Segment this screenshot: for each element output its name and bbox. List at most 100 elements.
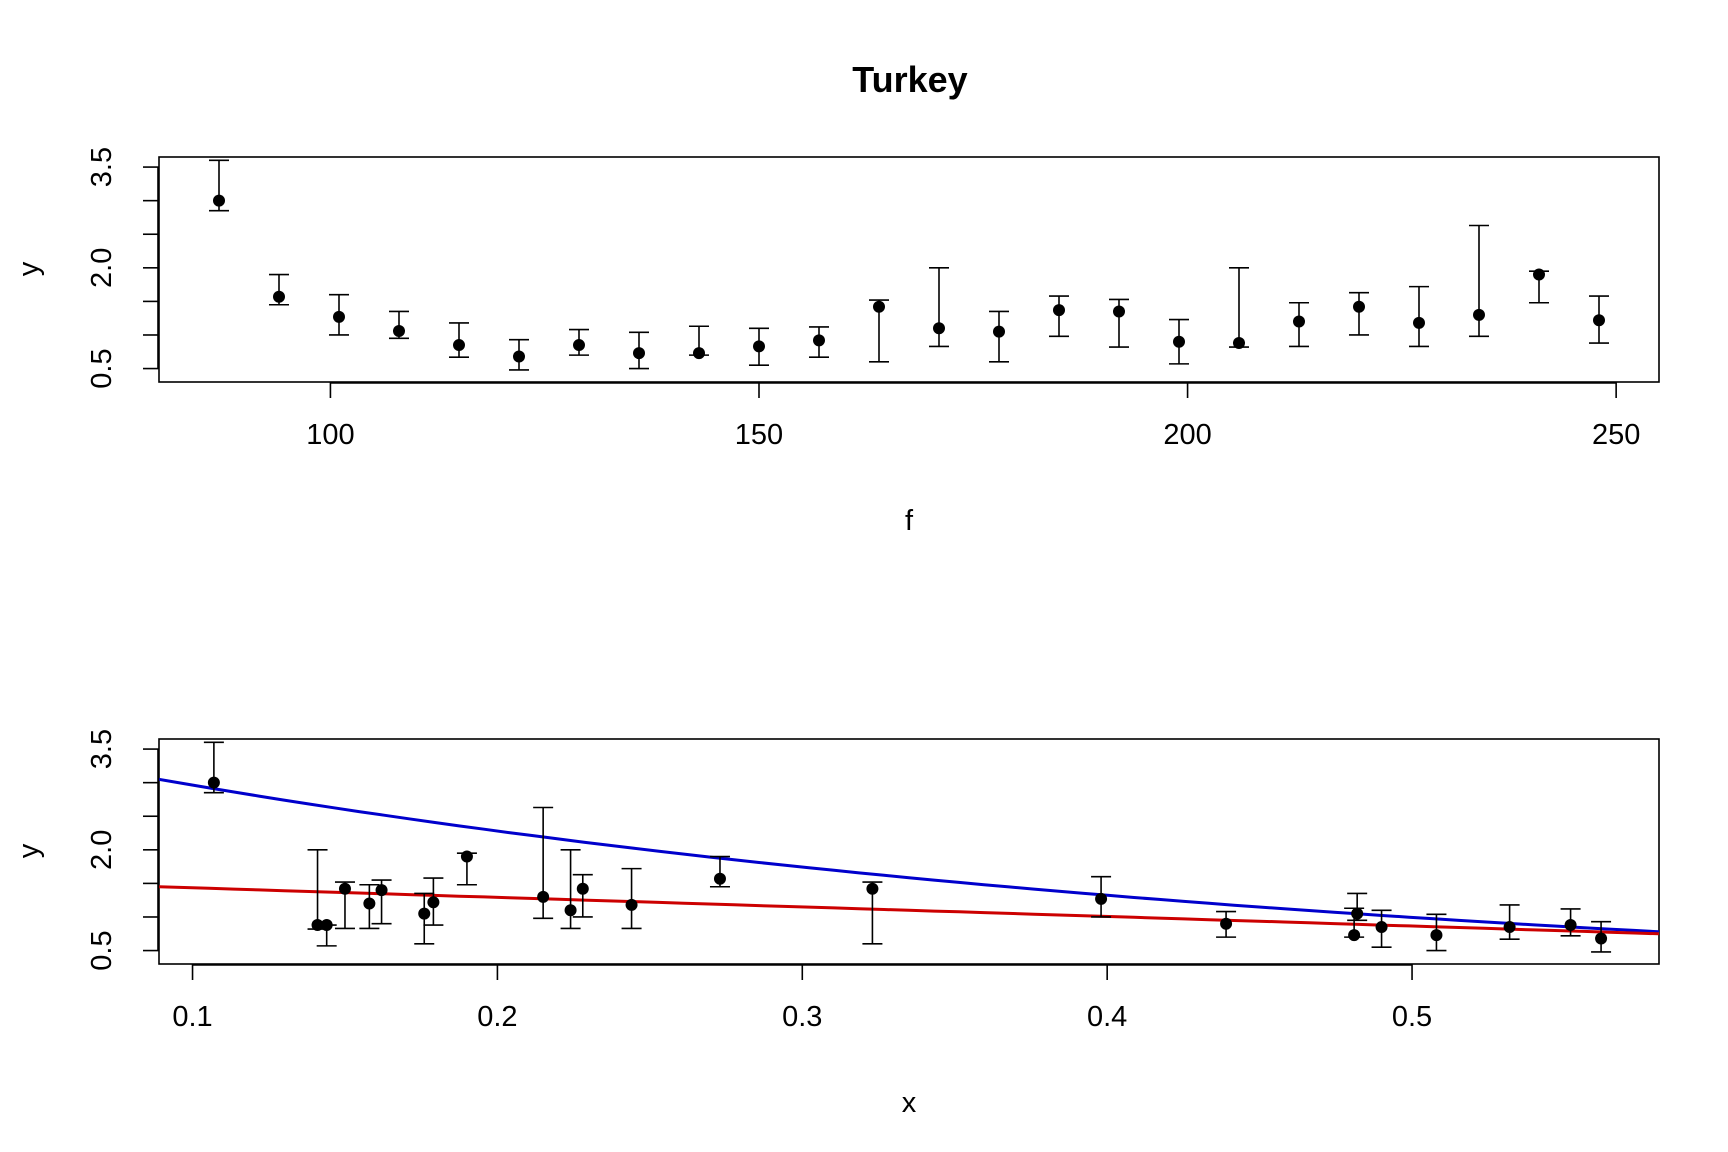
point-marker (513, 350, 525, 363)
axes-top: 100 150 200 250 0.5 2.0 3.5 (86, 147, 1640, 451)
point-marker (1220, 917, 1233, 930)
data-point-bottom (414, 892, 435, 945)
data-point-bottom (1371, 909, 1392, 949)
data-point-bottom (316, 919, 337, 947)
point-marker (1351, 907, 1364, 920)
data-point-top (509, 338, 529, 371)
point-marker (693, 347, 705, 360)
data-point-bottom (560, 849, 581, 930)
x-tick-label-top: 250 (1592, 419, 1640, 451)
x-tick-label-bottom: 0.3 (782, 1001, 822, 1033)
y-tick-label-bottom: 0.5 (86, 930, 118, 970)
data-point-top (269, 273, 289, 306)
x-tick-label-bottom: 0.1 (172, 1001, 212, 1033)
point-marker (1564, 919, 1577, 932)
point-marker (1503, 921, 1516, 934)
x-tick-label-top: 150 (735, 419, 783, 451)
data-point-top (1349, 291, 1369, 336)
data-point-top (869, 299, 889, 363)
x-tick-label-bottom: 0.5 (1392, 1001, 1432, 1033)
y-axis-label-top: y (13, 261, 45, 276)
chart-title: Turkey (852, 59, 967, 100)
data-point-bottom (533, 806, 554, 920)
point-marker (453, 339, 465, 352)
point-marker (1095, 892, 1108, 905)
point-marker (1430, 929, 1443, 942)
x-axis-label-bottom: x (902, 1087, 917, 1119)
x-tick-label-top: 200 (1163, 419, 1211, 451)
red-fit-curve (159, 885, 1659, 936)
point-marker (1233, 337, 1245, 350)
point-marker (393, 324, 405, 337)
data-point-top (689, 325, 709, 360)
data-point-top (749, 327, 769, 367)
data-point-bottom (359, 883, 380, 930)
data-point-top (209, 159, 229, 212)
point-marker (427, 896, 440, 909)
data-point-top (449, 322, 469, 358)
data-point-bottom (1499, 904, 1520, 940)
data-point-top (1469, 224, 1489, 338)
point-marker (1113, 305, 1125, 318)
point-marker (418, 907, 431, 920)
panel-bottom: 0.1 0.2 0.3 0.4 0.5 0.5 2.0 3.5 x y (13, 729, 1660, 1119)
data-point-bottom (1216, 910, 1237, 938)
data-point-bottom (1344, 907, 1365, 942)
point-marker (1533, 268, 1545, 281)
y-tick-label-bottom: 3.5 (86, 729, 118, 769)
point-marker (1593, 314, 1605, 327)
plot-frame-bottom (158, 738, 1660, 965)
point-marker (1173, 335, 1185, 348)
data-point-top (1109, 298, 1129, 348)
data-point-top (1289, 301, 1309, 348)
y-tick-label-top: 3.5 (86, 147, 118, 187)
x-tick-label-bottom: 0.2 (477, 1001, 517, 1033)
data-point-bottom (1426, 913, 1447, 952)
point-marker (213, 194, 225, 207)
data-point-top (809, 326, 829, 358)
data-point-bottom (334, 881, 355, 930)
data-point-bottom (709, 855, 730, 888)
data-point-top (389, 310, 409, 340)
point-marker (933, 322, 945, 335)
point-marker (320, 919, 333, 932)
data-point-bottom (621, 867, 642, 930)
curves-bottom (159, 777, 1659, 936)
point-marker (460, 850, 473, 863)
data-point-top (1589, 295, 1609, 344)
point-marker (564, 904, 577, 917)
point-marker (1473, 308, 1485, 321)
point-marker (576, 882, 589, 895)
data-point-top (1049, 295, 1069, 338)
data-point-bottom (862, 881, 883, 945)
point-marker (1353, 300, 1365, 313)
x-axis-label-top: f (905, 505, 914, 537)
plot-frame-top (158, 156, 1660, 383)
point-marker (363, 897, 376, 910)
point-marker (813, 334, 825, 347)
point-marker (1595, 932, 1608, 945)
data-point-top (1169, 318, 1189, 365)
data-point-top (989, 310, 1009, 363)
point-marker (993, 325, 1005, 338)
y-tick-label-bottom: 2.0 (86, 830, 118, 870)
data-point-bottom (572, 873, 593, 918)
data-point-bottom (1591, 920, 1612, 953)
data-point-top (1529, 268, 1549, 304)
data-point-top (929, 267, 949, 348)
y-axis-label-bottom: y (13, 843, 45, 858)
point-marker (333, 310, 345, 323)
y-tick-label-top: 2.0 (86, 248, 118, 288)
data-point-bottom (1347, 892, 1368, 922)
x-tick-label-bottom: 0.4 (1087, 1001, 1127, 1033)
point-marker (1053, 304, 1065, 317)
point-marker (573, 339, 585, 352)
data-point-bottom (371, 879, 392, 925)
point-marker (713, 872, 726, 885)
point-marker (273, 290, 285, 303)
x-tick-label-top: 100 (306, 419, 354, 451)
point-marker (1375, 921, 1388, 934)
data-point-bottom (203, 741, 224, 794)
axes-bottom: 0.1 0.2 0.3 0.4 0.5 0.5 2.0 3.5 (86, 729, 1432, 1033)
